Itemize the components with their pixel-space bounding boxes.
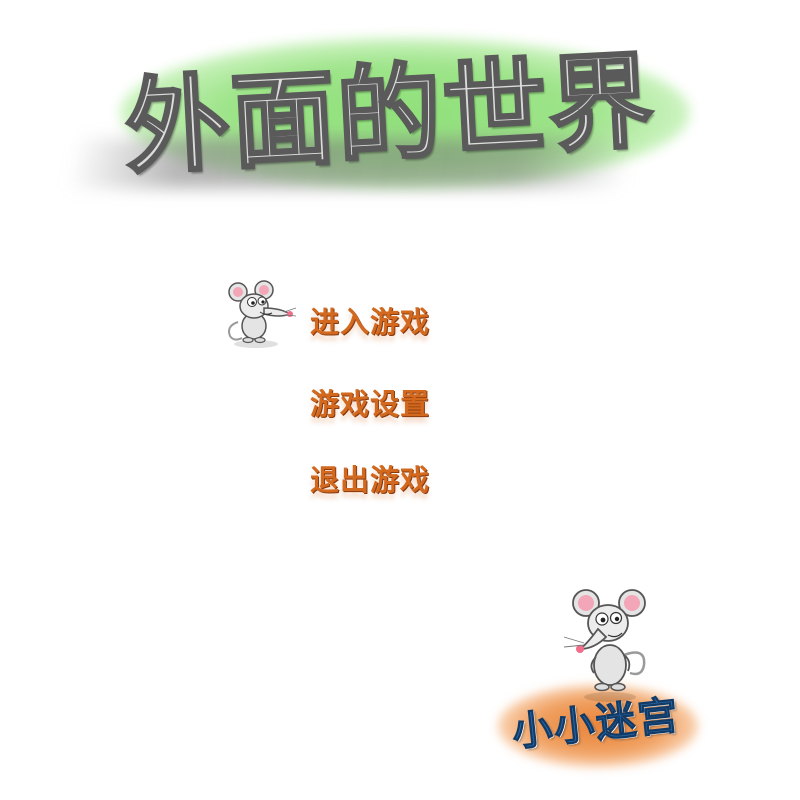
logo-mouse-mascot-icon	[550, 585, 660, 705]
logo-glow	[498, 685, 698, 767]
game-logo: 小小迷宫	[490, 585, 720, 785]
game-title: 外面的世界	[65, 20, 730, 210]
enter-game-button[interactable]: 进入游戏	[310, 305, 431, 339]
exit-game-button[interactable]: 退出游戏	[310, 463, 431, 497]
game-settings-button[interactable]: 游戏设置	[310, 387, 431, 421]
menu-selection-mouse-icon	[218, 278, 298, 350]
